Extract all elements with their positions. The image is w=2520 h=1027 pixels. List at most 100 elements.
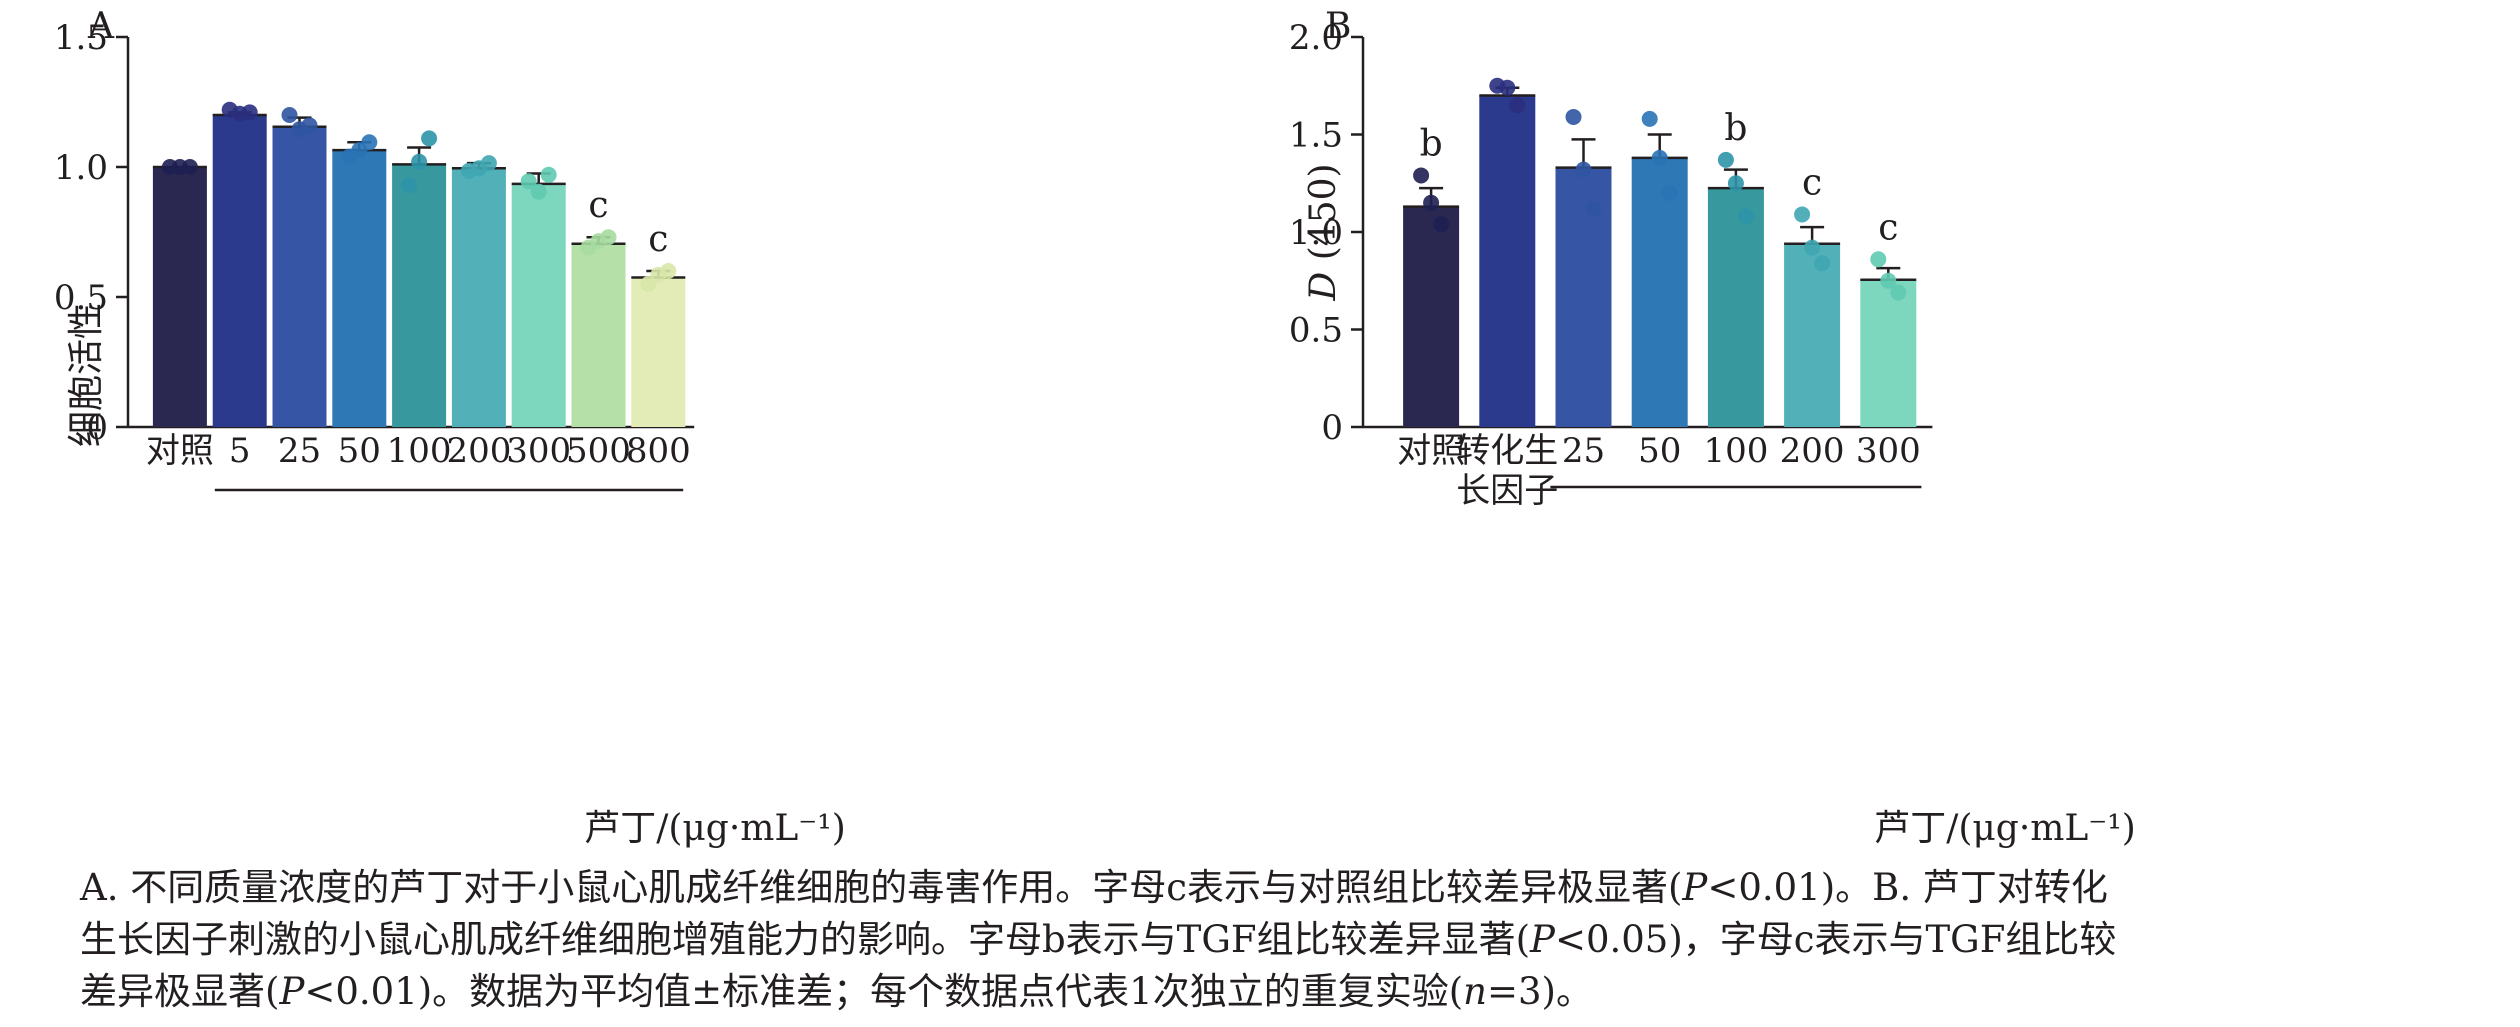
- caption-text: <0.05)，字母c表示与TGF组比较: [1554, 918, 2117, 961]
- panel-a-x-axis-title: 芦丁/(μg·mL⁻¹): [584, 808, 846, 849]
- x-category-label: 转化生长因子: [1456, 431, 1558, 511]
- panel-b-label: B: [1325, 6, 1351, 47]
- data-point: [1575, 161, 1592, 178]
- data-point: [421, 130, 438, 147]
- caption-italic-p: P: [1530, 918, 1555, 961]
- caption-line-2: 生长因子刺激的小鼠心肌成纤维细胞增殖能力的影响。字母b表示与TGF组比较差异显著…: [80, 914, 2460, 966]
- panel-a-y-axis-title: 细胞活性: [66, 303, 107, 447]
- caption-italic-p: P: [1682, 866, 1708, 909]
- data-point: [520, 173, 537, 190]
- caption-text: 差异极显著(: [80, 970, 280, 1013]
- data-point: [530, 183, 547, 200]
- x-category-label: 300: [1856, 431, 1921, 471]
- x-category-label-line: 对照: [1397, 431, 1465, 471]
- x-category-label-line: 50: [1638, 431, 1681, 471]
- x-category-label-line: 200: [1780, 431, 1845, 471]
- panel-b-x-axis-title: 芦丁/(μg·mL⁻¹): [1874, 808, 2136, 849]
- x-category-label-line: 500: [566, 431, 631, 471]
- data-point: [1890, 284, 1907, 301]
- y-tick-label: 0: [86, 408, 108, 448]
- caption-italic-n: n: [1463, 970, 1487, 1013]
- data-point: [241, 104, 258, 121]
- data-point: [1804, 239, 1821, 256]
- x-category-label-line: 对照: [146, 431, 214, 471]
- data-point: [600, 229, 617, 246]
- x-category-label-line: 25: [278, 431, 321, 471]
- data-point: [1499, 79, 1516, 96]
- x-category-label: 对照: [146, 431, 214, 471]
- data-point: [660, 263, 677, 279]
- caption-text: 生长因子刺激的小鼠心肌成纤维细胞增殖能力的影响。字母b表示与TGF组比较差异显著…: [80, 918, 1531, 961]
- data-point: [1651, 149, 1668, 166]
- caption-text: <0.01)。B. 芦丁对转化: [1707, 866, 2108, 909]
- x-category-label: 对照: [1397, 431, 1465, 471]
- x-category-label-line: 200: [446, 431, 511, 471]
- y-tick-label: 1.0: [54, 148, 108, 188]
- significance-label: c: [588, 185, 608, 226]
- x-category-label-line: 50: [338, 431, 381, 471]
- panel-b-y-axis-title: D (450): [1303, 163, 1344, 301]
- caption-italic-p: P: [279, 970, 305, 1013]
- data-point: [1565, 108, 1582, 125]
- data-point: [1641, 110, 1658, 127]
- panel-a-label: A: [87, 6, 115, 47]
- bar: [1860, 279, 1917, 427]
- y-tick-label: 0.5: [1289, 311, 1343, 351]
- data-point: [1737, 208, 1754, 225]
- caption-text: <0.01)。数据为平均值±标准差；每个数据点代表1次独立的重复实验(: [304, 970, 1464, 1013]
- x-category-label-line: 5: [229, 431, 251, 471]
- data-point: [1814, 255, 1831, 272]
- y-tick-label: 0: [1321, 408, 1343, 448]
- bar: [212, 115, 267, 427]
- x-category-label: 25: [278, 431, 321, 471]
- data-point: [540, 166, 557, 183]
- data-point: [411, 153, 428, 170]
- y-tick-label: 2.0: [1289, 18, 1343, 58]
- data-point: [1794, 206, 1811, 223]
- significance-label: c: [1802, 162, 1822, 203]
- y-tick-label: 1.5: [1289, 116, 1343, 156]
- bar: [332, 150, 387, 427]
- x-category-label-line: 转化生: [1456, 431, 1558, 471]
- significance-label: c: [648, 219, 668, 260]
- x-category-label: 300: [506, 431, 571, 471]
- x-category-label: 50: [338, 431, 381, 471]
- data-point: [1433, 216, 1450, 233]
- data-point: [361, 134, 378, 151]
- bar: [631, 277, 686, 427]
- x-category-label-line: 300: [1856, 431, 1921, 471]
- x-category-label: 200: [446, 431, 511, 471]
- figure-canvas: A 细胞活性 芦丁/(μg·mL⁻¹) 00.51.01.5对照 5 25 50 100…: [54, 6, 2136, 849]
- data-point: [301, 117, 318, 134]
- caption-line-1: A. 不同质量浓度的芦丁对于小鼠心肌成纤维细胞的毒害作用。字母c表示与对照组比较…: [80, 862, 2460, 914]
- bar: [152, 167, 207, 427]
- significance-label: b: [1724, 108, 1747, 149]
- data-point: [1585, 200, 1602, 217]
- significance-label: b: [1420, 123, 1443, 164]
- x-category-label: 5: [229, 431, 251, 471]
- data-point: [181, 159, 198, 175]
- data-point: [1727, 175, 1744, 192]
- bar: [392, 164, 447, 427]
- caption-line-3: 差异极显著(P<0.01)。数据为平均值±标准差；每个数据点代表1次独立的重复实…: [80, 966, 2460, 1018]
- x-category-label-line: 25: [1562, 431, 1605, 471]
- caption-text: =3)。: [1486, 970, 1593, 1013]
- bar: [1403, 206, 1460, 427]
- x-category-label-line: 300: [506, 431, 571, 471]
- panel-a: A 细胞活性 芦丁/(μg·mL⁻¹) 0 0.5 1.0 1.5 对照 5 25 50 100…: [54, 6, 846, 849]
- y-tick-label: 0.5: [54, 278, 108, 318]
- x-category-label-line: 长因子: [1456, 471, 1558, 511]
- x-category-label-line: 100: [387, 431, 452, 471]
- significance-label: c: [1878, 207, 1898, 248]
- x-category-label: 25: [1562, 431, 1605, 471]
- x-category-label: 100: [1703, 431, 1768, 471]
- x-category-label: 500: [566, 431, 631, 471]
- x-category-label: 800: [626, 431, 691, 471]
- bar: [1707, 188, 1764, 427]
- y-axis-title-unit: (450): [1303, 163, 1344, 271]
- data-point: [1880, 272, 1897, 289]
- x-category-label: 200: [1780, 431, 1845, 471]
- x-category-label: 100: [387, 431, 452, 471]
- bar: [272, 126, 327, 427]
